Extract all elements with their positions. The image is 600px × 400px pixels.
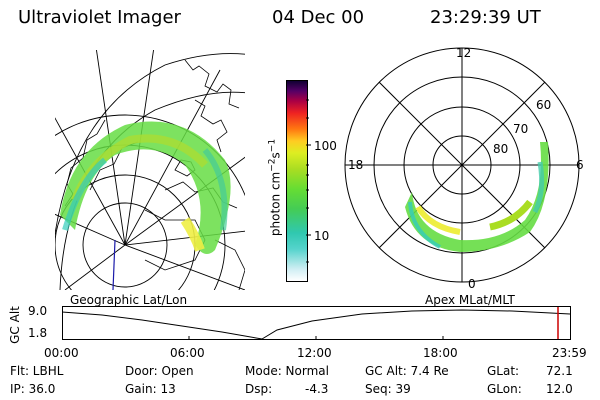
glat-value: 72.1: [546, 364, 573, 378]
glat-label: GLat:: [487, 364, 520, 378]
mlt-label-0: 0: [468, 277, 476, 291]
mlat-label-80: 80: [493, 142, 509, 156]
door-info: Door: Open: [125, 364, 194, 378]
altitude-curve: [62, 309, 571, 340]
colorbar-tick-100: 100: [314, 139, 337, 153]
mlat-label-70: 70: [513, 122, 529, 136]
dsp-value: -4.3: [305, 382, 329, 396]
mlt-label-12: 12: [456, 46, 472, 60]
mlat-label-60: 60: [536, 98, 552, 112]
instrument-title: Ultraviolet Imager: [18, 7, 181, 28]
glon-value: 12.0: [546, 382, 573, 396]
color-scale-ticks: [306, 99, 311, 263]
alt-strip-ylabel: GC Alt: [7, 306, 22, 344]
unit-text: photon cm: [268, 171, 283, 237]
gc-alt-info: GC Alt: 7.4 Re: [365, 364, 449, 378]
mode-info: Mode: Normal: [245, 364, 329, 378]
time-tick-1800: 18:00: [423, 346, 458, 360]
mlt-label-18: 18: [348, 158, 364, 172]
unit-exponent-2: −1: [267, 138, 278, 153]
polar-mlt-plot: [344, 47, 580, 283]
alt-tick-low: 1.8: [28, 326, 48, 340]
satellite-track: [112, 239, 116, 290]
colorbar-unit-label: photon cm−2s−1: [268, 123, 283, 253]
altitude-strip: [62, 306, 571, 340]
alt-tick-high: 9.0: [28, 304, 48, 318]
time-tick-1200: 12:00: [297, 346, 332, 360]
dsp-label: Dsp:: [245, 382, 273, 396]
color-scale-bar: [286, 80, 308, 282]
aurora-emission: [60, 121, 231, 255]
geographic-caption: Geographic Lat/Lon: [70, 293, 188, 307]
latitude-circle: [55, 114, 245, 197]
glon-label: GLon:: [487, 382, 522, 396]
geographic-map: [55, 50, 245, 290]
mlt-label-6: 6: [576, 158, 584, 172]
unit-seconds: s: [268, 152, 283, 159]
ip-info: IP: 36.0: [10, 382, 56, 396]
date-label: 04 Dec 00: [272, 7, 365, 28]
horizon-arc: [55, 53, 245, 238]
time-tick-0600: 06:00: [170, 346, 205, 360]
unit-exponent: −2: [267, 158, 278, 172]
time-tick-2359: 23:59: [552, 346, 587, 360]
colorbar-tick-10: 10: [314, 229, 330, 243]
gain-info: Gain: 13: [125, 382, 176, 396]
apex-caption: Apex MLat/MLT: [425, 293, 515, 307]
time-label: 23:29:39 UT: [430, 7, 541, 28]
time-tick-0000: 00:00: [44, 346, 79, 360]
seq-info: Seq: 39: [365, 382, 411, 396]
filter-info: Flt: LBHL: [10, 364, 64, 378]
polar-aurora: [405, 142, 549, 252]
